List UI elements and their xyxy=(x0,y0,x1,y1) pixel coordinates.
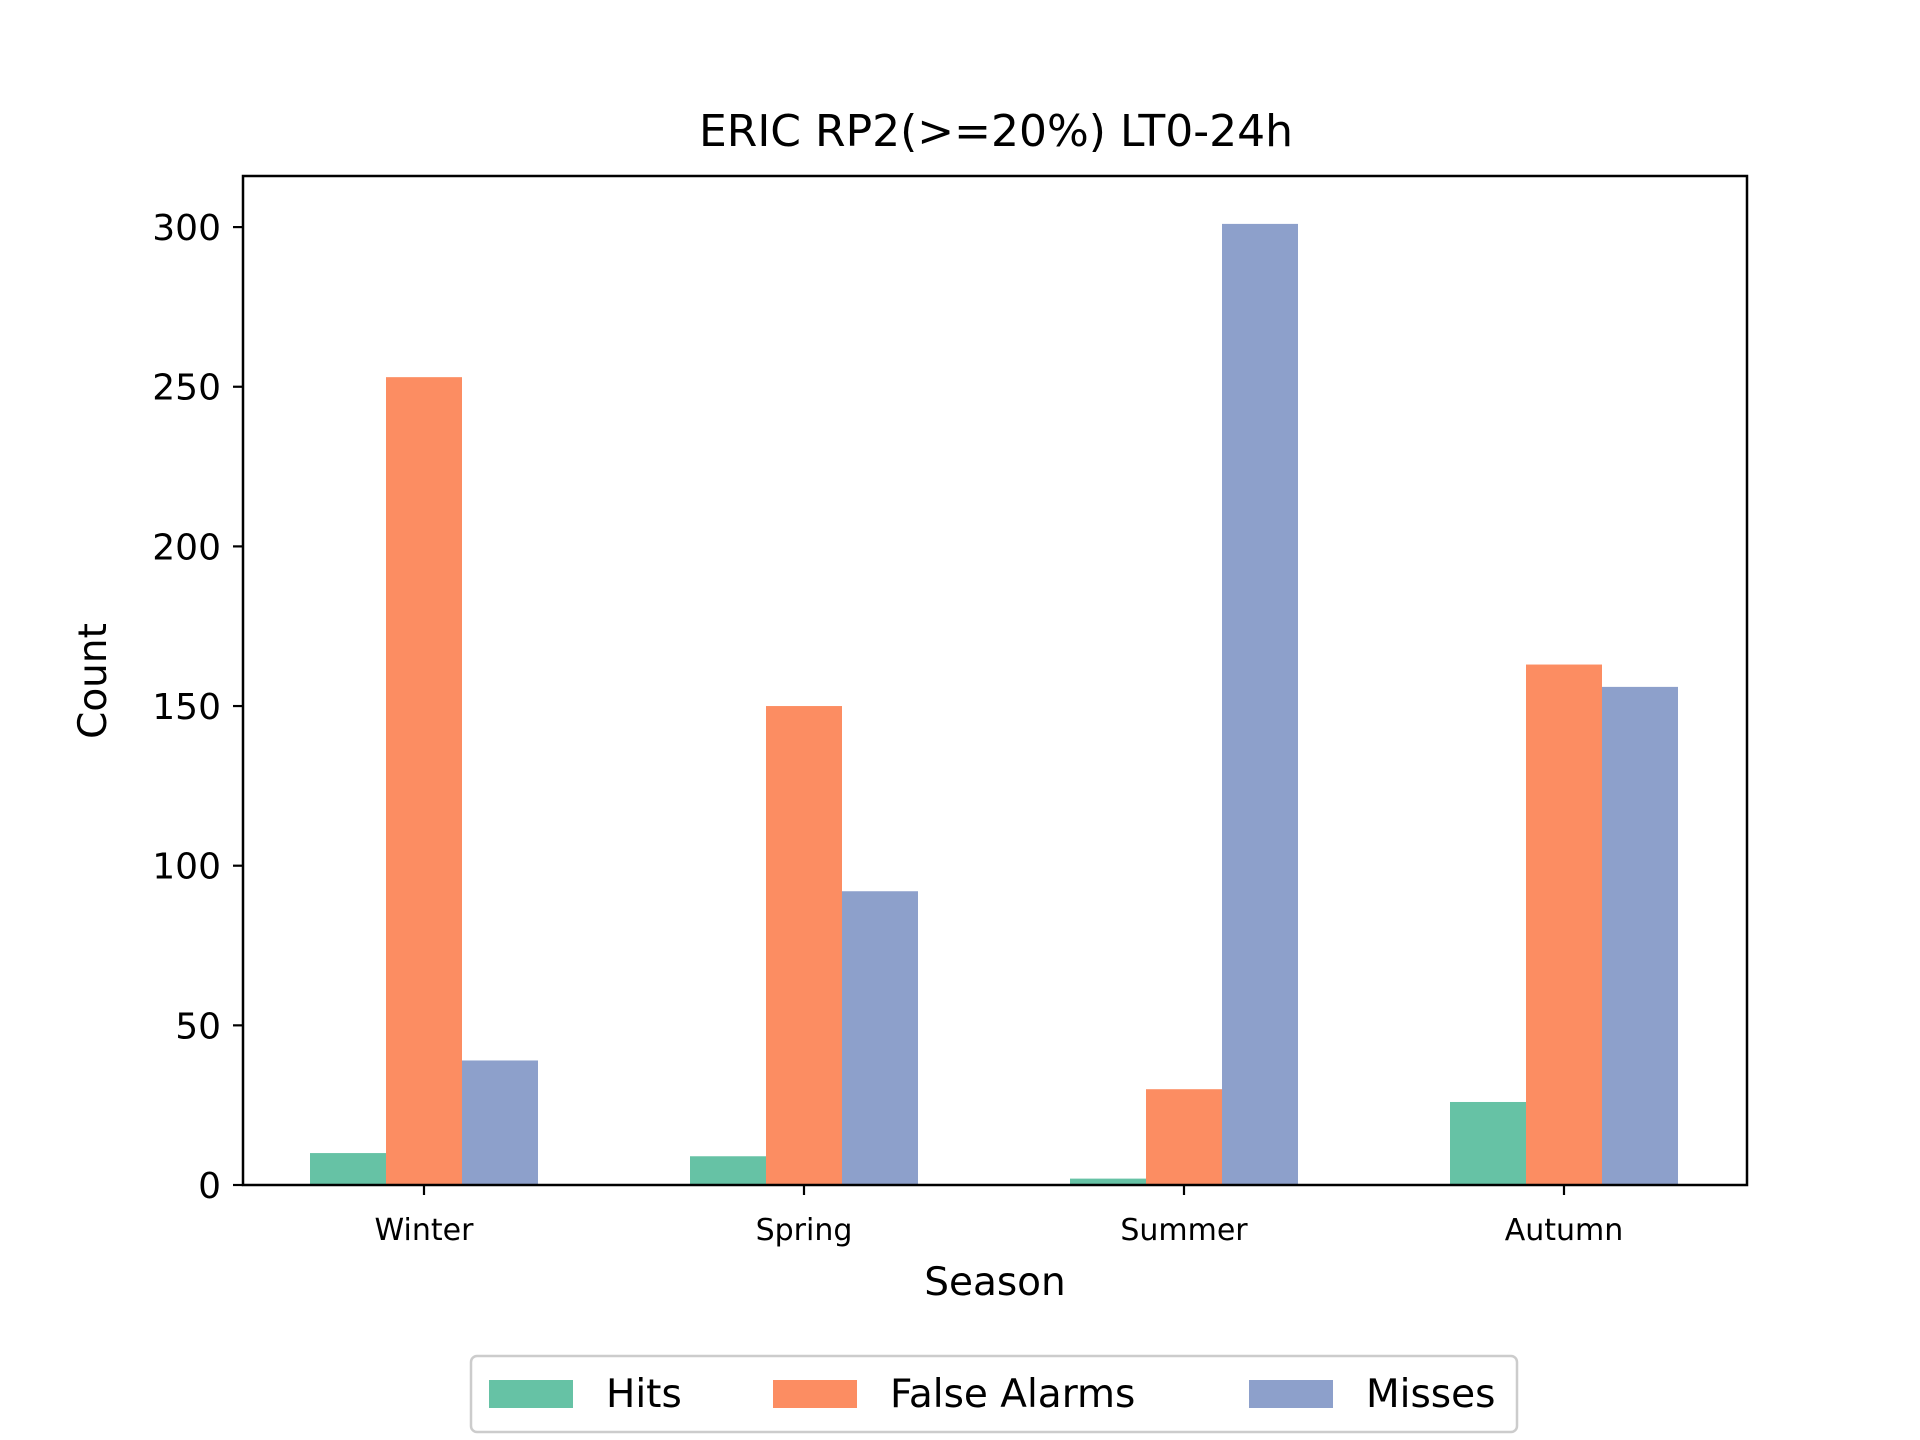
legend-swatch-hits xyxy=(489,1380,573,1408)
chart-title: ERIC RP2(>=20%) LT0-24h xyxy=(699,106,1293,157)
y-tick-label: 0 xyxy=(198,1166,221,1207)
bar-misses-autumn xyxy=(1602,686,1678,1185)
legend-frame xyxy=(469,1354,1519,1434)
x-axis-label: Season xyxy=(924,1260,1066,1305)
bar-false-alarms-autumn xyxy=(1526,664,1602,1185)
legend-swatch-false-alarms xyxy=(773,1380,857,1408)
bar-false-alarms-spring xyxy=(766,706,842,1185)
legend: Hits False Alarms Misses xyxy=(469,1354,1519,1434)
legend-label-misses: Misses xyxy=(1366,1372,1495,1417)
y-axis-label: Count xyxy=(71,623,116,739)
bar-hits-autumn xyxy=(1450,1101,1526,1185)
y-tick-label: 300 xyxy=(152,208,221,249)
y-tick-label: 100 xyxy=(152,847,221,888)
bar-hits-winter xyxy=(310,1153,386,1185)
legend-label-false-alarms: False Alarms xyxy=(890,1372,1135,1417)
x-tick-label-summer: Summer xyxy=(1120,1213,1248,1248)
bar-hits-spring xyxy=(690,1156,766,1185)
bar-misses-summer xyxy=(1222,223,1298,1185)
bar-hits-summer xyxy=(1070,1178,1146,1185)
x-tick-label-autumn: Autumn xyxy=(1505,1213,1624,1248)
x-tick-label-winter: Winter xyxy=(375,1213,475,1248)
bar-misses-winter xyxy=(462,1060,538,1185)
bar-misses-spring xyxy=(842,891,918,1185)
y-tick-label: 150 xyxy=(152,687,221,728)
x-axis: Winter Spring Summer Autumn xyxy=(375,1185,1624,1248)
plot-frame xyxy=(241,174,1749,1187)
y-tick-label: 200 xyxy=(152,527,221,568)
legend-swatch-misses xyxy=(1249,1380,1333,1408)
y-tick-label: 250 xyxy=(152,368,221,409)
y-axis: 0 50 100 150 200 250 300 xyxy=(152,208,243,1207)
x-tick-label-spring: Spring xyxy=(756,1213,853,1248)
bar-false-alarms-summer xyxy=(1146,1089,1222,1185)
bars-group xyxy=(310,223,1678,1186)
legend-label-hits: Hits xyxy=(606,1372,682,1417)
y-tick-label: 50 xyxy=(175,1006,221,1047)
bar-false-alarms-winter xyxy=(386,377,462,1186)
